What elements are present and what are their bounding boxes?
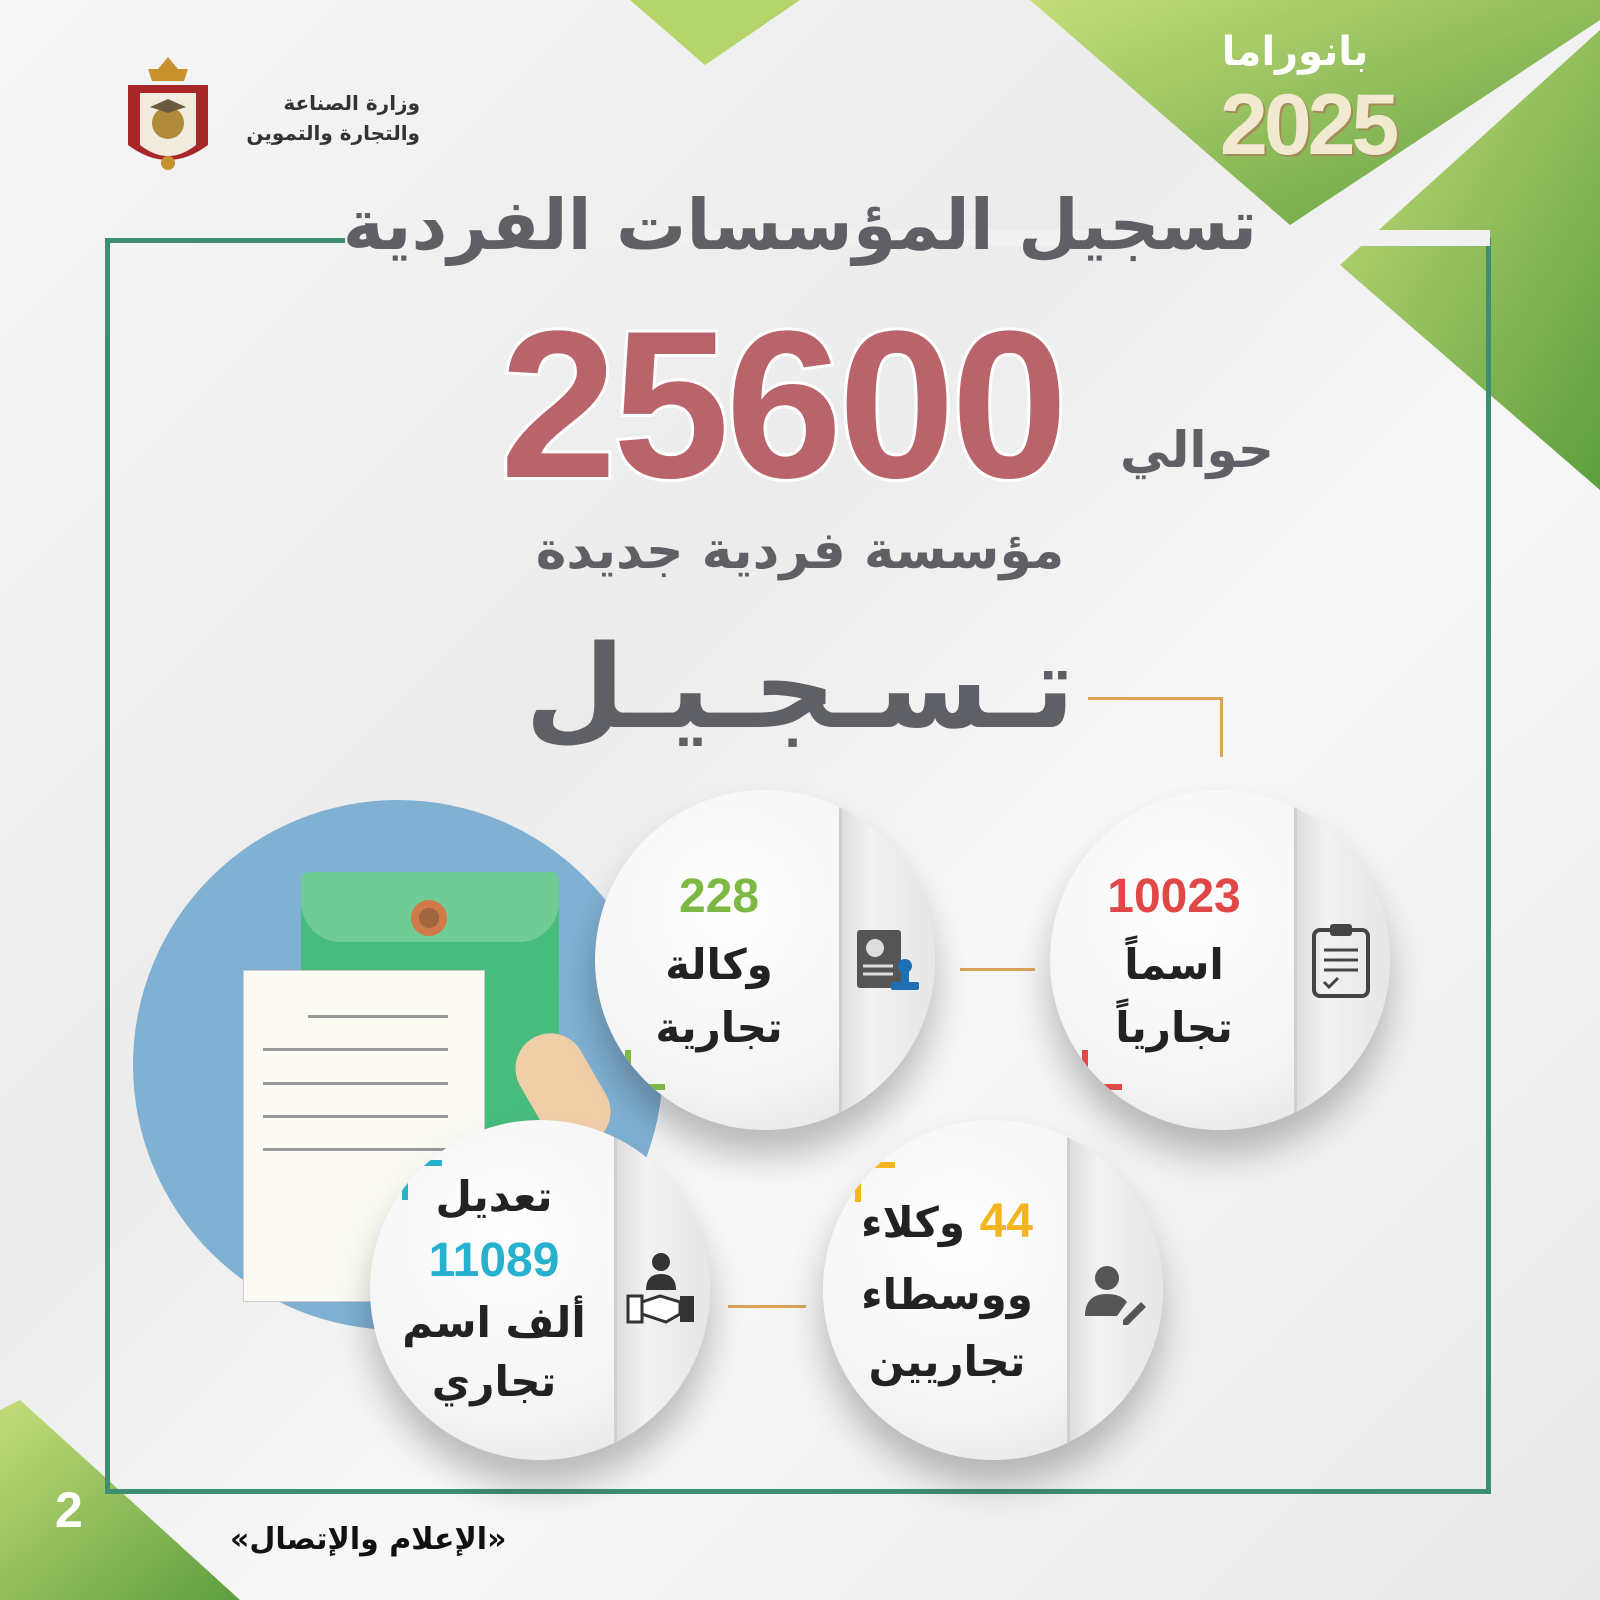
stat-label: تجاري bbox=[431, 1356, 557, 1406]
page-title: تسجيل المؤسسات الفردية bbox=[342, 184, 1258, 266]
stat-label: وكالة bbox=[665, 940, 773, 989]
stat-label: اسماً bbox=[1124, 940, 1224, 989]
stat-card-trade-name-amendments: تعديل 11089 ألف اسم تجاري bbox=[370, 1120, 710, 1460]
frame-gap bbox=[345, 230, 1490, 246]
section-connector bbox=[1088, 697, 1223, 757]
hero-prefix: حوالي bbox=[1120, 421, 1274, 479]
stat-label: تجارية bbox=[655, 1003, 783, 1052]
ministry-name-line2: والتجارة والتموين bbox=[246, 121, 420, 145]
stat-label: تجاريين bbox=[868, 1337, 1026, 1387]
footer-credit: «الإعلام والإتصال» bbox=[230, 1522, 507, 1557]
panorama-label: بانوراما bbox=[1221, 29, 1369, 75]
handshake-icon bbox=[626, 1253, 694, 1324]
hero-caption: مؤسسة فردية جديدة bbox=[535, 521, 1065, 581]
user-edit-icon bbox=[1085, 1266, 1146, 1325]
ministry-name-line1: وزارة الصناعة bbox=[283, 91, 420, 115]
section-title: تـسـجـيـل bbox=[525, 621, 1075, 755]
stat-label: ألف اسم bbox=[402, 1298, 586, 1348]
year-label: 2025 bbox=[1220, 77, 1399, 173]
stat-label: وكلاء bbox=[861, 1198, 965, 1248]
connector-line bbox=[728, 1305, 806, 1308]
stat-card-trade-agencies: 228 وكالة تجارية bbox=[595, 790, 935, 1130]
hero-number: 25600 bbox=[497, 287, 1071, 522]
stat-line: 44 وكلاء bbox=[861, 1184, 1033, 1261]
document-illustration bbox=[133, 800, 663, 1330]
stat-label: تعديل bbox=[435, 1172, 553, 1222]
stat-label: تجارياً bbox=[1115, 1003, 1233, 1052]
stat-card-agents-brokers: 44 وكلاء ووسطاء تجاريين bbox=[823, 1120, 1163, 1460]
page-number: 2 bbox=[55, 1482, 83, 1538]
clipboard-icon bbox=[1312, 924, 1370, 998]
stat-number: 10023 bbox=[1107, 870, 1241, 923]
stat-number: 11089 bbox=[428, 1234, 560, 1287]
stat-number: 228 bbox=[678, 870, 760, 923]
stat-card-trade-names: 10023 اسماً تجارياً bbox=[1050, 790, 1390, 1130]
connector-line bbox=[960, 968, 1035, 971]
stat-label: ووسطاء bbox=[861, 1270, 1033, 1320]
jordan-coat-of-arms-logo bbox=[122, 55, 214, 175]
certificate-stamp-icon bbox=[857, 930, 919, 990]
stat-number: 44 bbox=[979, 1195, 1033, 1249]
